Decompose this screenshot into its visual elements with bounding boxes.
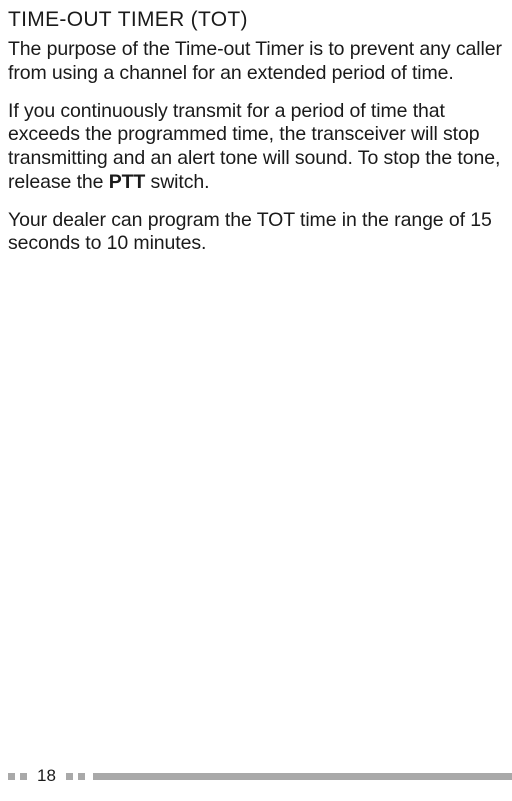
section-heading: TIME-OUT TIMER (TOT) — [8, 8, 506, 32]
heading-part: T — [118, 8, 131, 31]
page-number: 18 — [37, 766, 56, 786]
footer-inner: 18 — [0, 765, 512, 787]
footer-square-icon — [8, 773, 15, 780]
footer-square-icon — [78, 773, 85, 780]
page-footer: 18 — [0, 765, 512, 787]
footer-square-icon — [20, 773, 27, 780]
heading-rest: (TOT) — [185, 8, 248, 31]
heading-part: T — [8, 8, 21, 31]
footer-bar — [93, 773, 512, 780]
heading-smallcaps: IMER — [131, 8, 185, 31]
para2-text-a: If you continuously transmit for a perio… — [8, 100, 500, 193]
heading-smallcaps: IME — [21, 8, 59, 31]
heading-smallcaps: OUT — [67, 8, 112, 31]
paragraph-3: Your dealer can program the TOT time in … — [8, 209, 506, 257]
footer-square-icon — [66, 773, 73, 780]
paragraph-2: If you continuously transmit for a perio… — [8, 100, 506, 195]
heading-dash: - — [59, 8, 66, 31]
para2-text-b: switch. — [145, 171, 209, 193]
para2-bold: PTT — [109, 171, 146, 193]
paragraph-1: The purpose of the Time-out Timer is to … — [8, 38, 506, 86]
